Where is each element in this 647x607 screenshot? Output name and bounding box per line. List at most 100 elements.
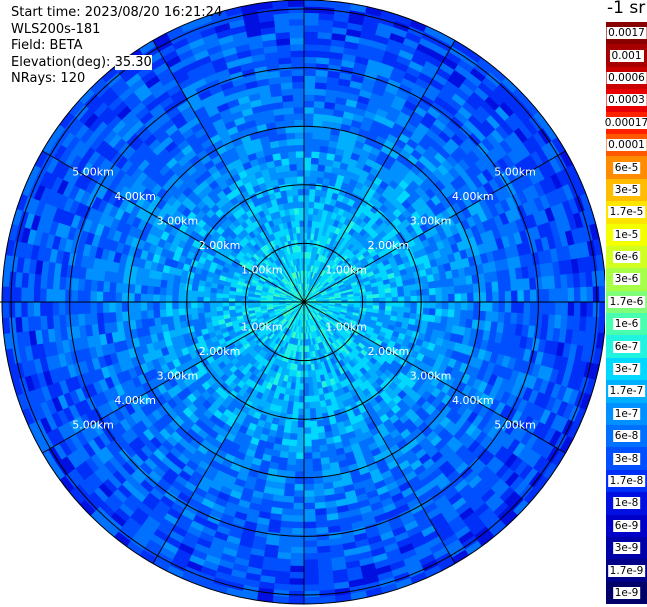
field-bin bbox=[96, 301, 104, 314]
field-bin bbox=[303, 477, 314, 485]
field-bin bbox=[146, 301, 154, 311]
field-bin bbox=[146, 309, 155, 319]
field-bin bbox=[165, 287, 173, 296]
field-bin bbox=[510, 279, 518, 292]
field-bin bbox=[247, 301, 254, 306]
field-bin bbox=[441, 308, 449, 318]
field-bin bbox=[303, 119, 314, 127]
field-bin bbox=[522, 277, 531, 291]
field-bin bbox=[311, 144, 321, 153]
field-bin bbox=[312, 464, 323, 472]
field-bin bbox=[303, 200, 310, 209]
field-bin bbox=[146, 285, 155, 295]
field-bin bbox=[529, 289, 538, 303]
field-bin bbox=[295, 150, 305, 158]
field-bin bbox=[303, 370, 309, 378]
field-bin bbox=[409, 283, 417, 292]
field-bin bbox=[196, 301, 204, 308]
field-bin bbox=[215, 301, 223, 307]
field-bin bbox=[410, 301, 418, 309]
field-bin bbox=[485, 301, 494, 313]
field-bin bbox=[283, 113, 295, 121]
field-bin bbox=[311, 138, 322, 146]
field-bin bbox=[102, 280, 111, 293]
field-bin bbox=[209, 306, 217, 313]
field-bin bbox=[485, 291, 494, 303]
field-bin bbox=[299, 383, 305, 391]
field-bin bbox=[291, 188, 299, 196]
field-bin bbox=[303, 427, 312, 435]
field-bin bbox=[298, 389, 305, 397]
field-bin bbox=[517, 290, 525, 303]
field-bin bbox=[287, 150, 297, 159]
field-bin bbox=[283, 483, 295, 491]
field-bin bbox=[435, 287, 443, 296]
field-bin bbox=[234, 304, 242, 310]
field-bin bbox=[45, 288, 54, 303]
field-bin bbox=[77, 301, 85, 315]
field-bin bbox=[378, 293, 387, 299]
field-bin bbox=[289, 559, 305, 567]
field-bin bbox=[234, 301, 242, 306]
field-bin bbox=[308, 201, 315, 209]
field-bin bbox=[372, 297, 380, 303]
field-bin bbox=[115, 281, 123, 293]
field-bin bbox=[385, 301, 393, 307]
field-bin bbox=[303, 43, 318, 52]
field-bin bbox=[303, 182, 311, 190]
field-bin bbox=[58, 301, 66, 316]
field-bin bbox=[70, 301, 79, 315]
field-bin bbox=[121, 292, 129, 303]
field-bin bbox=[303, 94, 316, 102]
field-bin bbox=[314, 514, 328, 523]
field-bin bbox=[503, 279, 512, 292]
field-bin bbox=[561, 301, 569, 317]
field-bin bbox=[299, 377, 305, 385]
field-bin bbox=[121, 301, 129, 312]
field-bin bbox=[290, 546, 305, 555]
field-bin bbox=[291, 182, 299, 190]
field-bin bbox=[447, 309, 456, 319]
field-bin bbox=[428, 308, 437, 317]
field-bin bbox=[293, 483, 305, 492]
field-bin bbox=[312, 119, 324, 128]
field-bin bbox=[83, 301, 91, 314]
field-bin bbox=[517, 301, 525, 314]
field-bin bbox=[297, 421, 305, 429]
field-bin bbox=[297, 414, 305, 422]
field-bin bbox=[391, 296, 399, 303]
field-bin bbox=[298, 207, 305, 215]
field-bin bbox=[460, 301, 468, 311]
field-bin bbox=[286, 138, 297, 146]
field-bin bbox=[313, 106, 325, 115]
field-bin bbox=[536, 289, 544, 303]
field-bin bbox=[108, 301, 116, 313]
field-bin bbox=[297, 175, 305, 183]
field-bin bbox=[295, 138, 305, 146]
field-bin bbox=[307, 382, 314, 391]
field-bin bbox=[203, 311, 212, 319]
field-bin bbox=[283, 176, 292, 185]
field-bin bbox=[516, 278, 525, 292]
field-bin bbox=[491, 311, 500, 323]
field-bin bbox=[497, 280, 506, 293]
field-bin bbox=[303, 527, 317, 536]
field-bin bbox=[290, 43, 305, 52]
field-bin bbox=[303, 100, 315, 108]
field-bin bbox=[460, 309, 468, 320]
field-bin bbox=[283, 489, 295, 498]
field-bin bbox=[282, 100, 295, 109]
field-bin bbox=[467, 301, 475, 312]
field-bin bbox=[447, 285, 456, 295]
field-bin bbox=[303, 219, 309, 227]
field-bin bbox=[303, 352, 308, 359]
field-bin bbox=[296, 169, 305, 177]
field-bin bbox=[295, 458, 305, 466]
field-bin bbox=[460, 293, 468, 303]
field-bin bbox=[184, 289, 192, 297]
field-bin bbox=[303, 112, 315, 121]
field-bin bbox=[293, 395, 300, 403]
field-bin bbox=[202, 296, 211, 303]
field-bin bbox=[307, 376, 313, 385]
field-bin bbox=[152, 285, 161, 295]
